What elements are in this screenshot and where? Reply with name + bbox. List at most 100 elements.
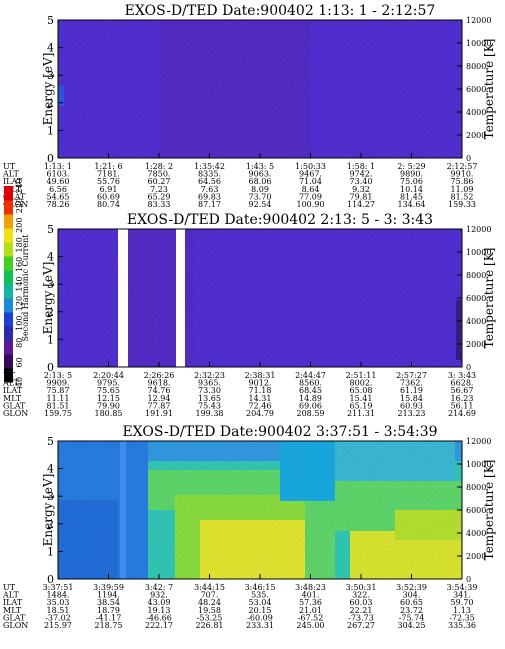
table-cell: 53.04 [249, 598, 272, 607]
colorbar-swatch [4, 368, 13, 383]
table-cell: 74.76 [148, 386, 171, 395]
table-cell: 199.38 [196, 409, 224, 418]
table-cell: 81.51 [47, 401, 70, 410]
table-cell: -72.35 [449, 613, 475, 622]
colorbar-swatch [4, 200, 13, 215]
left-tick-label: 0 [47, 573, 54, 586]
table-cell: 18.51 [47, 606, 70, 615]
table-row-label: GLON [3, 621, 28, 630]
table-row-label: ALT [2, 591, 19, 600]
right-tick-label: 2000 [466, 552, 486, 561]
table-cell: 69.83 [198, 192, 221, 201]
table-cell: 75.43 [198, 401, 221, 410]
table-cell: 72.46 [249, 401, 272, 410]
panel-2-title: EXOS-D/TED Date:900402 2:13: 5 - 3: 3:43 [127, 212, 433, 228]
table-cell: 61.19 [400, 386, 423, 395]
table-cell: 2:51:11 [346, 371, 377, 380]
table-cell: 71.04 [299, 177, 322, 186]
right-tick-label: 4000 [466, 317, 486, 326]
table-cell: 3:44:15 [194, 583, 225, 592]
table-cell: 6.91 [100, 185, 118, 194]
colorbar-tick-label: 180 [15, 237, 24, 252]
colorbar-tick-label: 220 [15, 198, 24, 213]
table-cell: 78.26 [47, 200, 70, 209]
table-cell: 1:50:33 [295, 162, 326, 171]
left-tick-label: 1 [47, 545, 54, 558]
table-cell: -41.17 [96, 613, 122, 622]
table-cell: 75.06 [400, 177, 423, 186]
colorbar-tick-label: 140 [15, 276, 24, 291]
table-cell: 2:26:26 [144, 371, 175, 380]
table-cell: 43.09 [148, 598, 171, 607]
table-cell: 8002. [350, 379, 373, 388]
table-cell: 18.79 [97, 606, 120, 615]
panel-1-title: EXOS-D/TED Date:900402 1:13: 1 - 2:12:57 [125, 3, 436, 19]
table-row-label: MLT [3, 394, 22, 403]
table-cell: 8335. [198, 170, 221, 179]
table-cell: 2:32:23 [194, 371, 225, 380]
table-cell: 9.32 [352, 185, 370, 194]
right-tick-label: 6000 [466, 506, 486, 515]
table-cell: 59.70 [451, 598, 474, 607]
panel-3-heatmap [57, 440, 463, 580]
table-cell: 7181. [97, 170, 120, 179]
table-cell: 75.86 [451, 177, 474, 186]
colorbar-ticks: 40 60 80 100 120 140 160 180 200 220 240 [15, 178, 24, 387]
table-cell: 75.65 [97, 386, 120, 395]
table-cell: 14.31 [249, 394, 272, 403]
colorbar-swatch [4, 256, 13, 271]
table-cell: 87.17 [198, 200, 221, 209]
panel-2-left-axis: 0 1 2 3 4 5 [47, 223, 63, 374]
panel-2-data-gap-2 [176, 229, 185, 367]
left-tick-label: 5 [47, 223, 54, 236]
table-cell: 1:13: 1 [44, 162, 72, 171]
table-cell: 19.58 [198, 606, 221, 615]
table-cell: 7.63 [201, 185, 219, 194]
panel-1: EXOS-D/TED Date:900402 1:13: 1 - 2:12:57… [2, 3, 496, 209]
left-tick-label: 1 [47, 333, 54, 346]
panel-3-right-axis: 0 2000 4000 6000 8000 10000 12000 [457, 437, 491, 584]
right-tick-label: 12000 [466, 225, 491, 234]
table-cell: 215.97 [44, 621, 72, 630]
table-cell: 233.31 [246, 621, 274, 630]
table-cell: 222.17 [145, 621, 173, 630]
table-cell: 77.87 [148, 401, 171, 410]
table-cell: 100.90 [297, 200, 325, 209]
table-cell: 1:21: 6 [94, 162, 122, 171]
table-cell: 2:44:47 [295, 371, 326, 380]
panel-1-ylabel: Energy [eV] [41, 53, 55, 126]
table-cell: 2:38:31 [245, 371, 276, 380]
panel-2: EXOS-D/TED Date:900402 2:13: 5 - 3: 3:43… [2, 212, 496, 418]
table-cell: -53.25 [197, 613, 223, 622]
left-tick-label: 2 [47, 306, 54, 319]
right-tick-label: 2000 [466, 131, 486, 140]
table-cell: 304. [403, 591, 421, 600]
table-cell: -37.02 [45, 613, 71, 622]
table-cell: 191.91 [145, 409, 173, 418]
table-cell: 8.09 [251, 185, 269, 194]
table-cell: 6103. [47, 170, 70, 179]
colorbar: 40 60 80 100 120 140 160 180 200 220 240 Second Ha… [4, 178, 30, 387]
table-cell: 226.81 [196, 621, 224, 630]
left-tick-label: 0 [47, 361, 54, 374]
table-cell: 267.27 [347, 621, 375, 630]
right-tick-label: 8000 [466, 271, 486, 280]
table-cell: 707. [201, 591, 219, 600]
table-cell: 68.06 [249, 177, 272, 186]
table-cell: 3: 3:43 [448, 371, 476, 380]
table-cell: 19.13 [148, 606, 171, 615]
panel-3-left-axis: 0 1 2 3 4 5 [47, 435, 63, 586]
table-cell: 73.30 [198, 386, 221, 395]
right-tick-label: 10000 [466, 248, 491, 257]
table-cell: 80.74 [97, 200, 120, 209]
table-cell: 1194. [97, 591, 120, 600]
table-cell: 49.60 [47, 177, 70, 186]
table-cell: 23.72 [400, 606, 423, 615]
table-cell: 73.40 [350, 177, 373, 186]
table-cell: 9795. [97, 379, 120, 388]
right-tick-label: 4000 [466, 529, 486, 538]
table-cell: 13.65 [198, 394, 221, 403]
right-tick-label: 0 [466, 575, 471, 584]
table-cell: 60.03 [350, 598, 373, 607]
right-tick-label: 6000 [466, 294, 486, 303]
